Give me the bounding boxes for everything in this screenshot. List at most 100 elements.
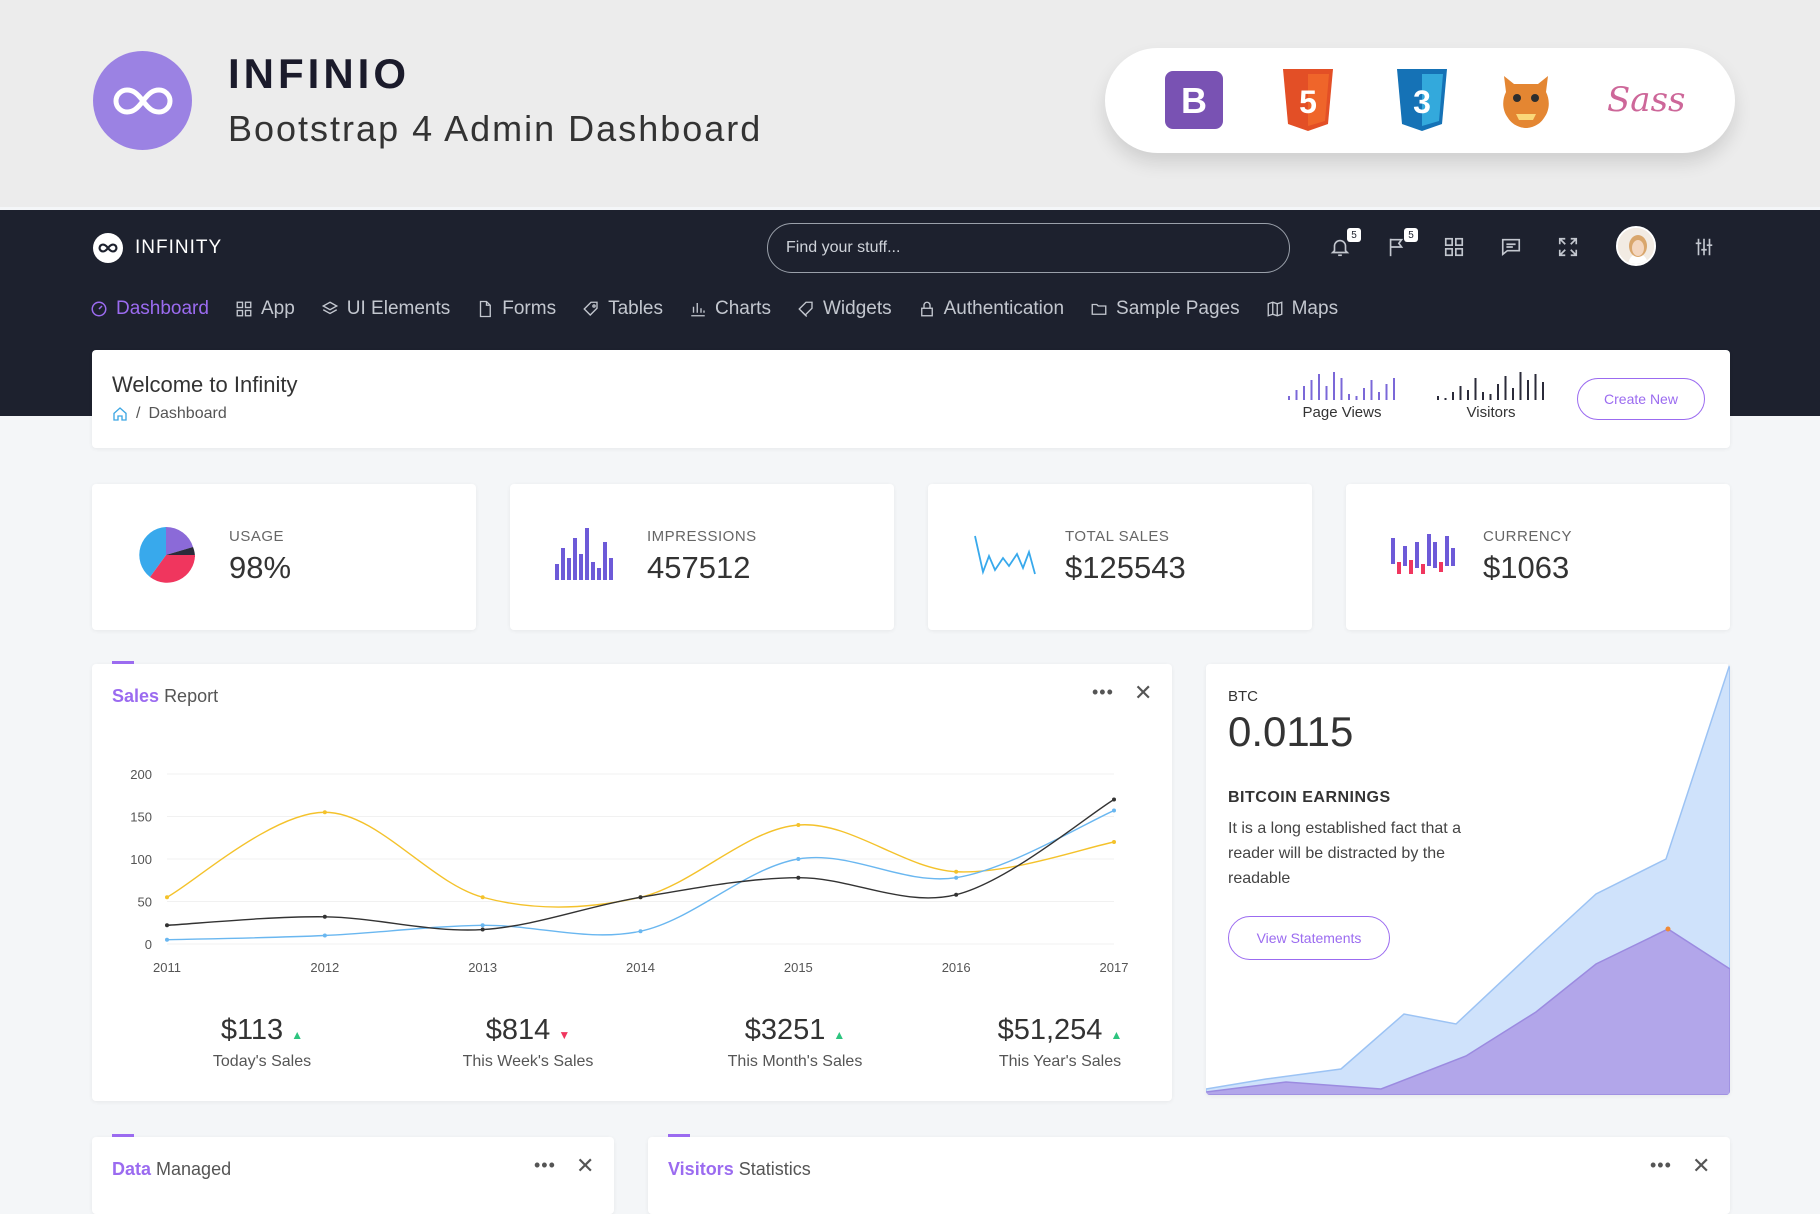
- x-tick-label: 2014: [626, 960, 655, 975]
- summary-amount-value: $51,254: [997, 1014, 1103, 1046]
- card-title: Sales Report: [112, 686, 218, 707]
- series-point: [322, 914, 327, 919]
- visitors-statistics-card: Visitors Statistics ••• ✕: [648, 1134, 1730, 1214]
- menu-item-label: App: [260, 298, 295, 319]
- brand[interactable]: INFINITY: [93, 233, 222, 263]
- menu-item-sample-pages[interactable]: Sample Pages: [1090, 298, 1240, 320]
- apps-grid-icon[interactable]: [1441, 234, 1467, 260]
- sparkline-bar: [1393, 378, 1395, 400]
- y-tick-label: 150: [130, 810, 152, 825]
- series-point: [165, 923, 169, 928]
- summary-month: $3251 ▲ This Month's Sales: [665, 1014, 925, 1071]
- flag-icon[interactable]: 5: [1384, 228, 1418, 260]
- view-statements-button[interactable]: View Statements: [1228, 916, 1390, 960]
- series-point: [480, 895, 485, 900]
- page-views-label: Page Views: [1302, 404, 1382, 421]
- folder-icon: [1091, 303, 1107, 315]
- sales-line-chart: 0 50 100 150 200 2011 2012 2013 2014 2015 2016 2017: [130, 767, 1128, 975]
- menu-item-tables[interactable]: Tables: [582, 298, 663, 320]
- tag-icon: [583, 301, 598, 316]
- menu-item-dashboard[interactable]: Dashboard: [90, 298, 209, 320]
- svg-text:3: 3: [1413, 84, 1431, 120]
- more-options-icon[interactable]: •••: [534, 1155, 556, 1175]
- css3-icon: 3: [1391, 69, 1453, 131]
- x-tick-label: 2011: [153, 960, 181, 975]
- home-icon[interactable]: [112, 406, 128, 422]
- menu-item-charts[interactable]: Charts: [689, 298, 771, 320]
- sparkline-bar: [1288, 396, 1290, 400]
- visitors-label: Visitors: [1466, 404, 1516, 421]
- notification-badge: 5: [1347, 228, 1361, 242]
- sparkline-bar: [1348, 394, 1350, 400]
- menu-item-authentication[interactable]: Authentication: [918, 298, 1064, 320]
- summary-amount-value: $113: [220, 1014, 284, 1046]
- series-line-2: [166, 798, 1115, 931]
- sparkline-bar: [1444, 398, 1447, 400]
- menu-item-label: Tables: [608, 298, 663, 319]
- brand-name: INFINITY: [135, 237, 223, 258]
- infinity-logo-icon: [93, 233, 123, 263]
- btc-area-chart: [1206, 664, 1730, 1095]
- close-icon[interactable]: ✕: [1692, 1153, 1711, 1178]
- bitcoin-earnings-card: BTC 0.0115 BITCOIN EARNINGS It is a long…: [1206, 664, 1730, 1095]
- trend-down-icon: ▼: [558, 1028, 571, 1042]
- lock-icon: [920, 301, 933, 317]
- series-line-1: [166, 809, 1115, 941]
- series-point: [954, 869, 959, 874]
- map-icon: [1267, 301, 1283, 317]
- more-options-icon[interactable]: •••: [1092, 682, 1114, 702]
- search-input[interactable]: [767, 223, 1290, 273]
- sparkline-bar: [1452, 392, 1454, 400]
- menu-item-maps[interactable]: Maps: [1266, 298, 1338, 320]
- x-tick-label: 2015: [784, 960, 813, 975]
- sparkline-bar: [1310, 380, 1313, 400]
- series-point: [322, 933, 327, 938]
- more-options-icon[interactable]: •••: [1650, 1155, 1672, 1175]
- card-title: Data Managed: [112, 1159, 231, 1180]
- user-avatar[interactable]: [1616, 226, 1656, 266]
- menu-item-forms[interactable]: Forms: [476, 298, 556, 320]
- x-tick-label: 2013: [468, 960, 497, 975]
- bootstrap-icon: B: [1163, 70, 1225, 130]
- menu-item-label: Maps: [1291, 298, 1339, 319]
- fullscreen-icon[interactable]: [1555, 234, 1581, 260]
- menu-item-label: Sample Pages: [1116, 298, 1240, 319]
- series-point: [165, 895, 169, 900]
- close-icon[interactable]: ✕: [1134, 680, 1153, 705]
- menu-item-widgets[interactable]: Widgets: [797, 298, 892, 320]
- visitors-bars: [1437, 372, 1544, 400]
- stat-value: $1063: [1483, 550, 1570, 585]
- sparkline-bar: [1385, 384, 1388, 400]
- sparkline-bar: [1489, 394, 1492, 400]
- sparkline-bar: [1542, 382, 1544, 400]
- summary-amount-value: $814: [485, 1014, 551, 1046]
- main-menu: Dashboard App UI Elements Forms Tables C…: [90, 298, 1338, 320]
- close-icon[interactable]: ✕: [576, 1153, 595, 1178]
- series-point: [638, 895, 643, 900]
- settings-sliders-icon[interactable]: [1691, 234, 1717, 260]
- summary-caption: This Year's Sales: [998, 1053, 1122, 1070]
- summary-amount: $3251 ▲: [665, 1014, 925, 1047]
- menu-item-app[interactable]: App: [235, 298, 295, 320]
- series-point: [480, 923, 485, 928]
- series-point: [796, 823, 801, 827]
- data-managed-card: Data Managed ••• ✕: [92, 1134, 614, 1214]
- promo-subtitle: Bootstrap 4 Admin Dashboard: [228, 108, 763, 149]
- card-title: Visitors Statistics: [668, 1159, 811, 1180]
- menu-item-ui-elements[interactable]: UI Elements: [321, 298, 450, 320]
- stat-label: USAGE: [229, 528, 285, 545]
- create-new-button[interactable]: Create New: [1577, 378, 1705, 420]
- summary-amount: $814 ▼: [398, 1014, 658, 1047]
- bar-chart-icon: [691, 303, 705, 317]
- stat-card-impressions: IMPRESSIONS 457512: [510, 484, 894, 630]
- series-point: [1112, 797, 1116, 802]
- summary-today: $113 ▲ Today's Sales: [132, 1014, 392, 1071]
- notification-bell-icon[interactable]: 5: [1327, 228, 1361, 260]
- series-point: [480, 927, 485, 932]
- chat-icon[interactable]: [1498, 234, 1524, 260]
- trend-up-icon: ▲: [833, 1028, 846, 1042]
- svg-text:Sass: Sass: [1607, 80, 1685, 120]
- breadcrumb: / Dashboard: [112, 405, 227, 423]
- sparkline-bar: [1370, 380, 1373, 400]
- card-accent-mark: [668, 1134, 690, 1137]
